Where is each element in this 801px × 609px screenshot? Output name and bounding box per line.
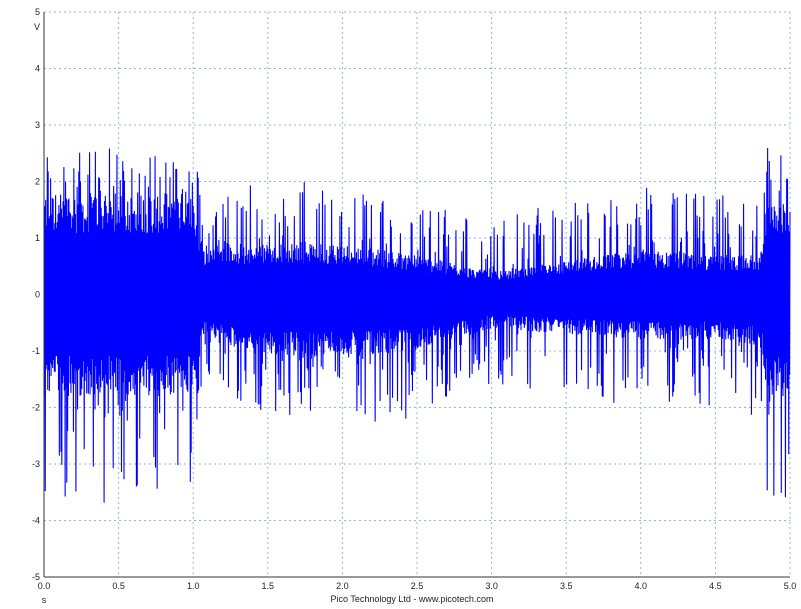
x-tick-label: 2.5 bbox=[411, 581, 424, 591]
y-tick-label: -3 bbox=[32, 459, 40, 469]
x-tick-label: 3.0 bbox=[485, 581, 498, 591]
y-tick-label: 5 bbox=[35, 7, 40, 17]
y-tick-label: -4 bbox=[32, 516, 40, 526]
x-tick-label: 0.0 bbox=[38, 581, 51, 591]
y-tick-label: 0 bbox=[35, 290, 40, 300]
tick-labels: 0.0 0.5 1.0 1.5 2.0 2.5 3.0 3.5 4.0 4.5 5.0 5 4 3 2 1 0 -… bbox=[32, 7, 796, 591]
x-unit-label: s bbox=[42, 595, 47, 605]
y-tick-label: -5 bbox=[32, 572, 40, 582]
y-tick-label: 4 bbox=[35, 64, 40, 74]
y-tick-label: -2 bbox=[32, 403, 40, 413]
x-tick-label: 1.0 bbox=[187, 581, 200, 591]
y-tick-label: 3 bbox=[35, 120, 40, 130]
x-tick-label: 0.5 bbox=[112, 581, 125, 591]
signal-trace bbox=[43, 148, 791, 503]
x-tick-label: 2.0 bbox=[336, 581, 349, 591]
x-tick-label: 3.5 bbox=[560, 581, 573, 591]
x-tick-label: 5.0 bbox=[784, 581, 797, 591]
y-tick-label: 1 bbox=[35, 233, 40, 243]
y-unit-label: V bbox=[34, 22, 40, 32]
x-tick-label: 1.5 bbox=[262, 581, 275, 591]
y-tick-label: -1 bbox=[32, 346, 40, 356]
axes bbox=[43, 12, 790, 578]
y-tick-label: 2 bbox=[35, 177, 40, 187]
credit-text: Pico Technology Ltd - www.picotech.com bbox=[331, 594, 494, 604]
signal-series bbox=[43, 148, 791, 503]
x-tick-label: 4.0 bbox=[635, 581, 648, 591]
x-tick-label: 4.5 bbox=[709, 581, 722, 591]
